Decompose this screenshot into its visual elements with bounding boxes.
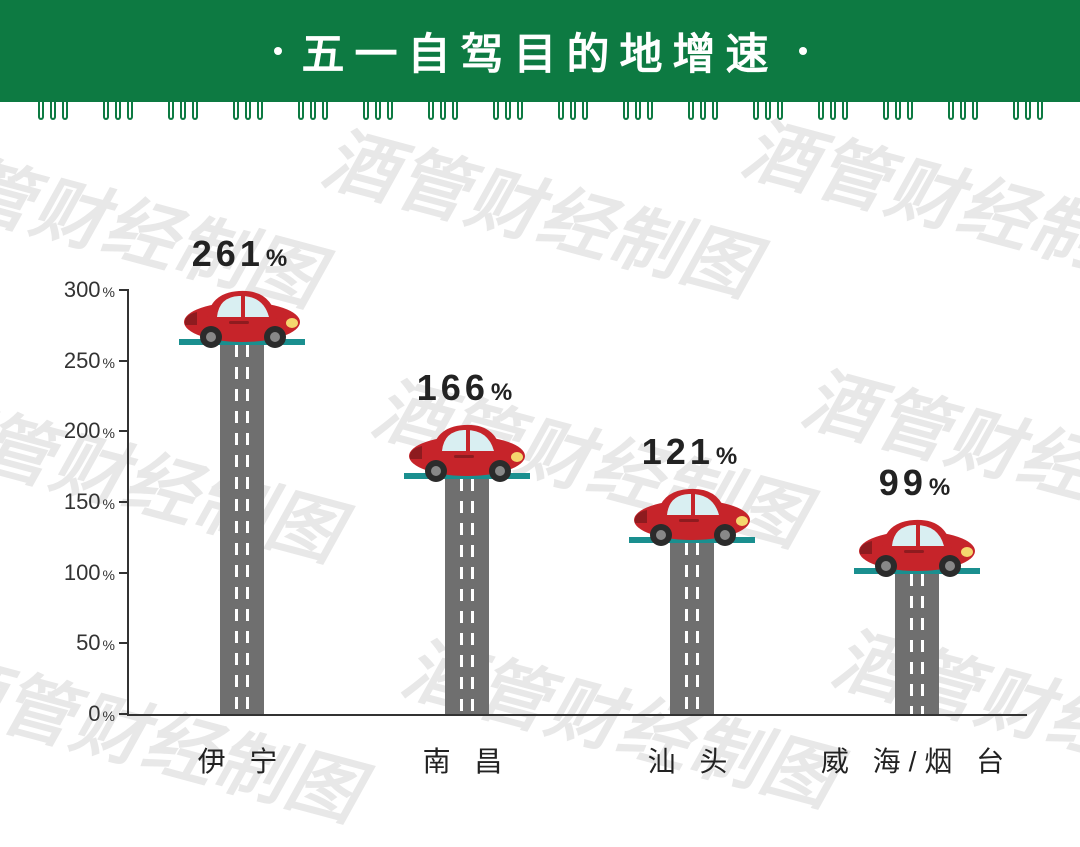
bar-group: 166% xyxy=(377,290,557,714)
bar-group: 121% xyxy=(602,290,782,714)
bar-road xyxy=(670,543,714,714)
y-tick-mark xyxy=(119,430,129,432)
y-tick-label: 250% xyxy=(45,348,115,374)
bar-road xyxy=(445,479,489,714)
title-dot-left xyxy=(274,47,282,55)
x-axis-label: 伊 宁 xyxy=(132,740,352,780)
y-tick-label: 50% xyxy=(45,630,115,656)
bar-group: 99% xyxy=(827,290,1007,714)
bar-value-label: 261% xyxy=(192,233,291,275)
bar-road xyxy=(895,574,939,714)
chart: 0%50%100%150%200%250%300% 261% 166% xyxy=(45,290,1045,730)
x-axis-label: 南 昌 xyxy=(357,740,577,780)
y-tick-label: 0% xyxy=(45,701,115,727)
x-axis-label: 威 海/烟 台 xyxy=(807,740,1027,780)
x-axis-line xyxy=(127,714,1027,716)
bar-value-label: 166% xyxy=(417,367,516,409)
y-tick-mark xyxy=(119,501,129,503)
header-decoration xyxy=(0,102,1080,128)
car-icon xyxy=(402,413,532,483)
y-tick-mark xyxy=(119,360,129,362)
chart-title: 五一自驾目的地增速 xyxy=(302,20,779,82)
y-tick-mark xyxy=(119,642,129,644)
y-tick-label: 200% xyxy=(45,418,115,444)
x-axis-label: 汕 头 xyxy=(582,740,802,780)
y-axis: 0%50%100%150%200%250%300% xyxy=(45,290,125,716)
y-tick-label: 150% xyxy=(45,489,115,515)
bar-value-label: 99% xyxy=(879,462,954,504)
car-icon xyxy=(627,477,757,547)
y-tick-mark xyxy=(119,713,129,715)
y-tick-mark xyxy=(119,289,129,291)
watermark: 酒管财经制图 xyxy=(314,99,770,315)
y-tick-label: 100% xyxy=(45,560,115,586)
y-tick-label: 300% xyxy=(45,277,115,303)
car-icon xyxy=(177,279,307,349)
y-tick-mark xyxy=(119,572,129,574)
plot-area: 261% 166% 121% xyxy=(129,290,1029,714)
bar-road xyxy=(220,345,264,714)
car-icon xyxy=(852,508,982,578)
bar-group: 261% xyxy=(152,290,332,714)
header-banner: 五一自驾目的地增速 xyxy=(0,0,1080,102)
bar-value-label: 121% xyxy=(642,431,741,473)
title-dot-right xyxy=(799,47,807,55)
